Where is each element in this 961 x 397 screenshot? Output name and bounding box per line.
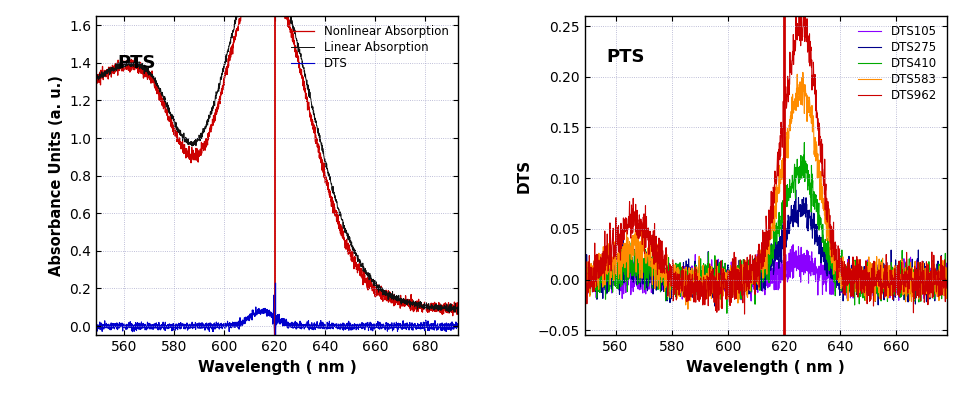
DTS105 (579, 273, 590, 278)
DTS275 (788, 210, 800, 214)
DTS410 (947, 292, 958, 297)
DTS105 (735, 270, 747, 275)
DTS105 (788, 252, 800, 257)
Linear Absorption (109, 66, 120, 71)
Legend: DTS105, DTS275, DTS410, DTS583, DTS962: DTS105, DTS275, DTS410, DTS583, DTS962 (854, 22, 941, 106)
DTS583 (947, 274, 958, 279)
DTS275 (947, 278, 958, 283)
DTS962 (579, 283, 590, 288)
DTS105 (623, 283, 634, 287)
DTS105 (743, 265, 754, 270)
DTS962 (623, 225, 634, 229)
Line: DTS275: DTS275 (584, 190, 952, 306)
DTS (447, 324, 458, 328)
Text: PTS: PTS (606, 48, 645, 66)
Nonlinear Absorption (447, 308, 458, 313)
Nonlinear Absorption (447, 303, 458, 307)
Linear Absorption (457, 308, 469, 313)
DTS410 (735, 278, 747, 282)
Linear Absorption (447, 306, 458, 310)
Linear Absorption (380, 290, 391, 295)
Linear Absorption (447, 307, 458, 312)
DTS583 (797, 70, 808, 75)
DTS410 (579, 283, 590, 287)
DTS583 (579, 279, 590, 284)
DTS (259, 306, 271, 311)
Line: DTS410: DTS410 (584, 143, 952, 313)
DTS962 (735, 275, 747, 280)
DTS410 (788, 177, 800, 182)
X-axis label: Wavelength ( nm ): Wavelength ( nm ) (686, 360, 845, 375)
DTS105 (944, 301, 955, 306)
DTS962 (743, 287, 754, 292)
DTS410 (721, 311, 732, 316)
DTS (457, 326, 469, 331)
Line: DTS962: DTS962 (584, 4, 952, 314)
Linear Absorption (452, 311, 463, 316)
Line: Nonlinear Absorption: Nonlinear Absorption (96, 0, 463, 316)
Legend: Nonlinear Absorption, Linear Absorption, DTS: Nonlinear Absorption, Linear Absorption,… (287, 22, 452, 74)
DTS (269, 365, 281, 370)
DTS962 (793, 1, 804, 6)
DTS275 (623, 267, 634, 272)
DTS (269, 353, 281, 357)
DTS583 (682, 307, 694, 312)
DTS275 (750, 272, 761, 277)
DTS962 (947, 292, 958, 297)
DTS275 (607, 264, 619, 269)
DTS (380, 325, 391, 330)
Y-axis label: Absorbance Units (a. u.): Absorbance Units (a. u.) (49, 75, 63, 276)
DTS583 (623, 275, 634, 279)
DTS (109, 321, 120, 326)
DTS583 (750, 278, 761, 283)
DTS962 (750, 292, 761, 297)
DTS583 (788, 100, 800, 105)
DTS105 (607, 279, 619, 284)
Nonlinear Absorption (447, 313, 458, 318)
Line: Linear Absorption: Linear Absorption (96, 0, 463, 314)
Line: DTS: DTS (96, 295, 463, 367)
Nonlinear Absorption (380, 293, 391, 298)
DTS (90, 325, 102, 330)
Linear Absorption (90, 75, 102, 80)
DTS (268, 293, 280, 297)
DTS105 (947, 271, 958, 276)
DTS410 (743, 260, 754, 264)
DTS583 (607, 264, 619, 269)
DTS275 (735, 279, 747, 284)
DTS275 (709, 304, 721, 308)
DTS962 (788, 38, 800, 42)
DTS105 (749, 278, 760, 282)
DTS105 (787, 242, 799, 247)
Nonlinear Absorption (90, 78, 102, 83)
Nonlinear Absorption (457, 306, 469, 310)
DTS410 (799, 140, 810, 145)
DTS275 (579, 271, 590, 276)
Y-axis label: DTS: DTS (517, 159, 532, 193)
Nonlinear Absorption (109, 69, 120, 73)
DTS410 (750, 302, 761, 306)
X-axis label: Wavelength ( nm ): Wavelength ( nm ) (198, 360, 357, 375)
DTS410 (607, 274, 619, 278)
Text: PTS: PTS (118, 54, 157, 72)
DTS583 (735, 267, 747, 272)
DTS583 (743, 285, 754, 289)
DTS (447, 327, 458, 331)
DTS962 (739, 312, 751, 316)
DTS410 (623, 257, 634, 262)
DTS962 (607, 226, 619, 231)
Line: DTS583: DTS583 (584, 72, 952, 309)
DTS275 (790, 187, 801, 192)
DTS275 (743, 291, 754, 296)
Line: DTS105: DTS105 (584, 245, 952, 304)
